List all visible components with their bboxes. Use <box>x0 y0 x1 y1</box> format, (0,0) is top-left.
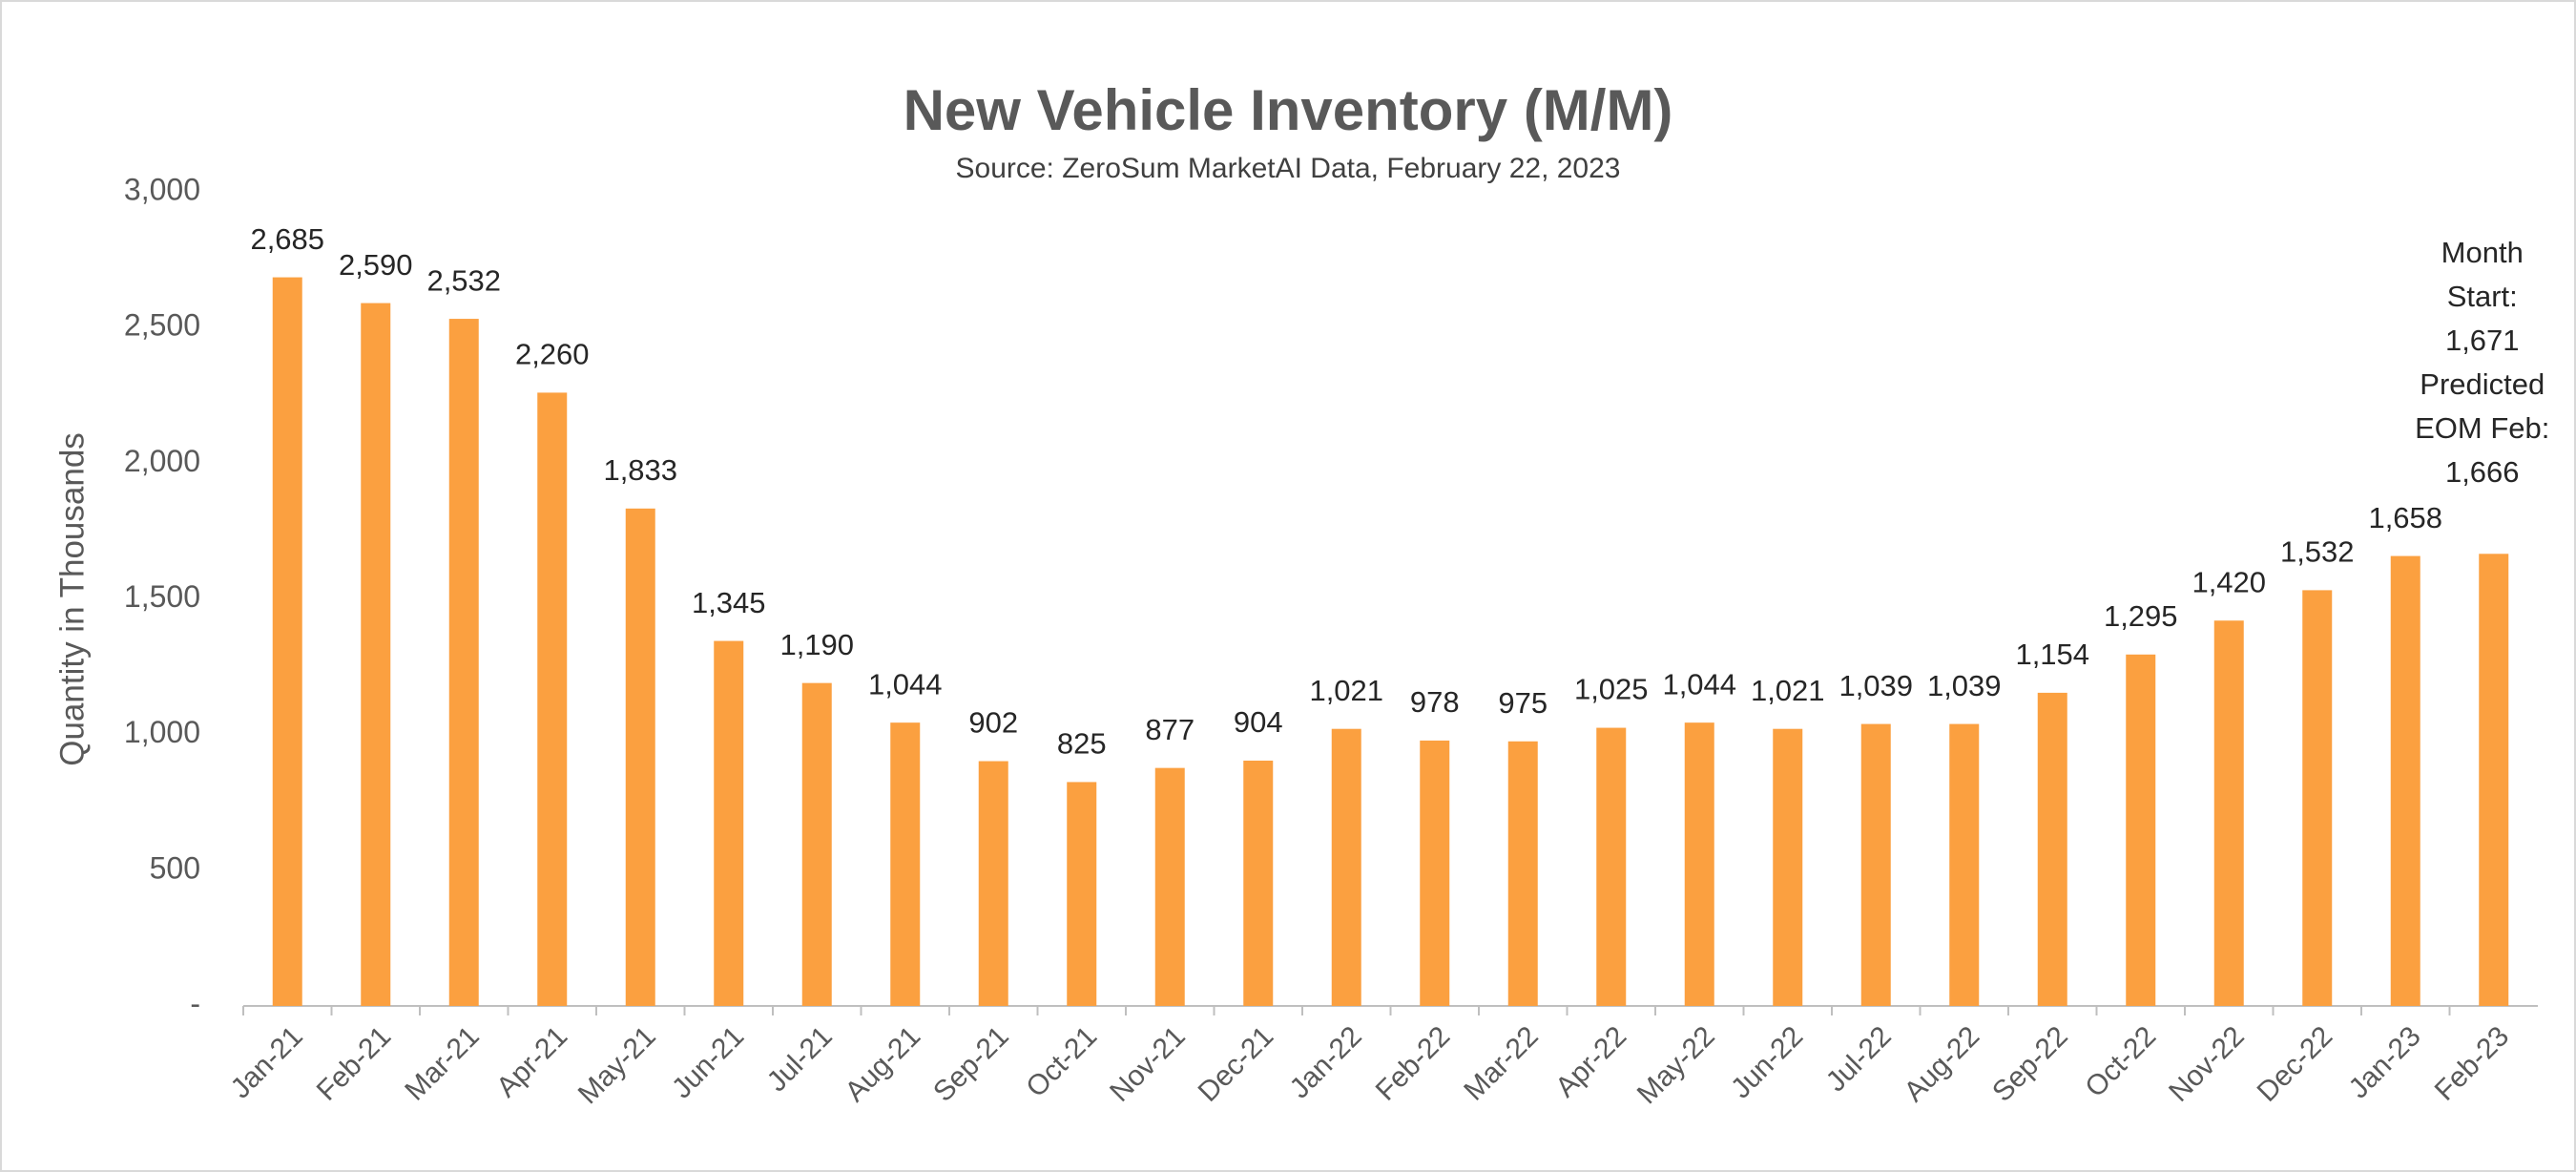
y-tick-label: - <box>190 986 200 1020</box>
value-label: 1,658 <box>2368 501 2442 534</box>
bar <box>625 508 655 1006</box>
bar <box>537 392 568 1006</box>
bar <box>361 303 391 1006</box>
bar <box>1154 767 1185 1006</box>
value-label: 1,039 <box>1927 669 2002 702</box>
bar <box>1243 760 1274 1006</box>
value-label: 877 <box>1145 713 1195 746</box>
value-label: 1,044 <box>1662 667 1736 701</box>
bar <box>2302 590 2333 1006</box>
y-tick-label: 500 <box>150 850 200 885</box>
value-label: 1,345 <box>692 586 766 619</box>
bar <box>890 722 921 1006</box>
value-label: 2,260 <box>515 338 590 371</box>
value-label: 1,833 <box>603 453 677 487</box>
value-label: 1,190 <box>779 628 854 661</box>
value-label: 1,021 <box>1309 674 1383 707</box>
bar <box>2390 555 2420 1006</box>
bar <box>1507 741 1538 1006</box>
y-tick-label: 2,500 <box>124 308 200 343</box>
value-label: 904 <box>1234 705 1283 739</box>
bar <box>2126 654 2156 1006</box>
bar <box>1773 728 1803 1006</box>
chart-subtitle: Source: ZeroSum MarketAI Data, February … <box>956 153 1621 184</box>
value-label: 1,044 <box>868 667 943 701</box>
value-label: 1,025 <box>1574 673 1649 706</box>
value-label: 1,039 <box>1839 669 1913 702</box>
bar <box>272 277 302 1006</box>
annotation: Month <box>2441 236 2524 269</box>
value-label: 2,590 <box>339 248 413 282</box>
chart-title: New Vehicle Inventory (M/M) <box>904 78 1673 142</box>
value-label: 1,154 <box>2015 638 2089 671</box>
bar <box>1331 728 1361 1006</box>
value-label: 1,021 <box>1751 674 1825 707</box>
y-tick-label: 1,000 <box>124 715 200 749</box>
annotation: Start: <box>2447 280 2518 313</box>
value-label: 902 <box>968 706 1018 740</box>
bar <box>1067 782 1097 1006</box>
bar <box>978 761 1008 1006</box>
y-tick-label: 2,000 <box>124 444 200 478</box>
bar <box>2479 554 2509 1006</box>
y-axis-title: Quantity in Thousands <box>53 432 91 766</box>
value-label: 2,685 <box>250 222 324 256</box>
value-label: 1,295 <box>2104 599 2178 633</box>
annotation: 1,671 <box>2445 324 2520 357</box>
bar <box>714 640 744 1006</box>
y-tick-label: 3,000 <box>124 172 200 206</box>
bar <box>2213 620 2244 1006</box>
y-tick-label: 1,500 <box>124 579 200 614</box>
value-label: 1,420 <box>2192 565 2266 598</box>
bar <box>1684 722 1714 1006</box>
value-label: 825 <box>1057 727 1107 761</box>
value-label: 975 <box>1498 686 1548 720</box>
annotation: Predicted <box>2420 367 2545 401</box>
annotation: 1,666 <box>2445 455 2520 489</box>
bar <box>1949 723 1980 1006</box>
value-label: 2,532 <box>426 263 501 297</box>
bar <box>1860 723 1891 1006</box>
bar <box>1596 727 1627 1006</box>
value-label: 978 <box>1410 685 1460 719</box>
annotation: EOM Feb: <box>2415 411 2549 445</box>
bar <box>448 319 479 1006</box>
bar <box>2037 692 2067 1006</box>
value-label: 1,532 <box>2280 535 2355 569</box>
bar <box>1420 740 1450 1006</box>
bar <box>801 682 832 1006</box>
